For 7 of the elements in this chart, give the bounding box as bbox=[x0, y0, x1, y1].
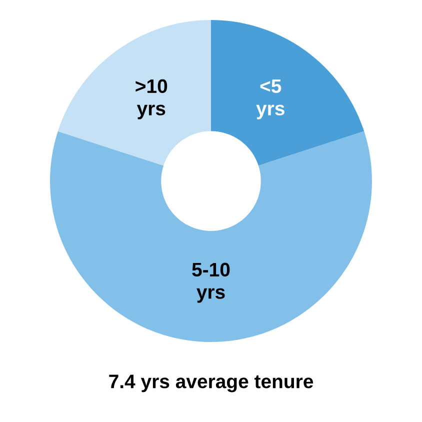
donut-slice bbox=[50, 131, 372, 342]
text: 7.4 yrs average tenure bbox=[109, 374, 314, 392]
donut-slice bbox=[211, 20, 364, 166]
slice-label: >10 yrs bbox=[136, 79, 168, 120]
slice-label: 5-10 yrs bbox=[192, 262, 230, 303]
slice-label: <5 yrs bbox=[256, 79, 284, 120]
donut-slice bbox=[58, 20, 211, 166]
